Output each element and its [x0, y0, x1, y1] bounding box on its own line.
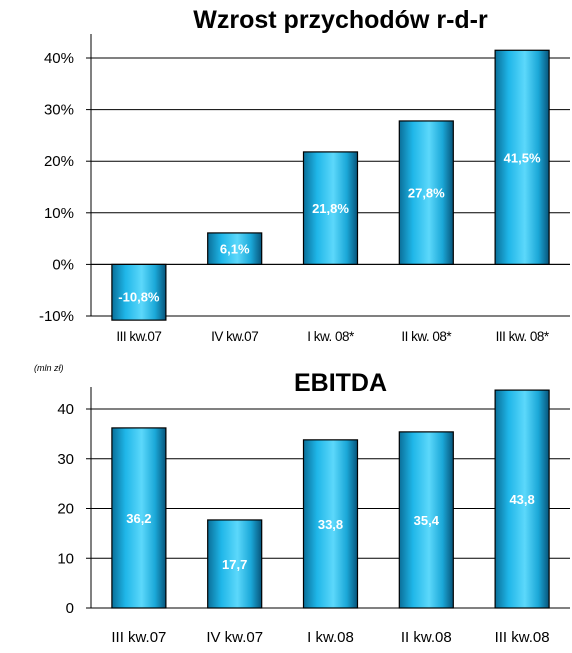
bar	[494, 49, 550, 265]
data-label: 27,8%	[408, 186, 445, 201]
y-tick-label: -10%	[39, 308, 74, 325]
bar	[398, 431, 454, 609]
data-label: 21,8%	[312, 201, 349, 216]
bar	[207, 519, 263, 609]
data-label: 36,2	[126, 511, 151, 526]
x-tick-label: III kw.07	[116, 329, 161, 344]
x-tick-label: II kw.08	[401, 629, 452, 646]
data-label: -10,8%	[118, 289, 160, 304]
x-tick-label: III kw. 08*	[496, 329, 550, 344]
y-tick-label: 20%	[44, 153, 74, 170]
data-label: 33,8	[318, 517, 343, 532]
x-tick-label: III kw.08	[495, 629, 550, 646]
chart-title: EBITDA	[294, 369, 387, 397]
x-tick-label: I kw. 08*	[307, 329, 355, 344]
y-tick-label: 30	[57, 451, 74, 468]
data-label: 6,1%	[220, 242, 250, 257]
data-label: 43,8	[509, 492, 534, 507]
y-tick-label: 30%	[44, 102, 74, 119]
y-tick-label: 10	[57, 550, 74, 567]
chart-title: Wzrost przychodów r-d-r	[193, 6, 488, 34]
bar	[302, 151, 359, 266]
y-tick-label: 10%	[44, 205, 74, 222]
bar	[302, 439, 359, 609]
x-tick-label: III kw.07	[111, 629, 166, 646]
y-tick-label: 0	[66, 600, 74, 617]
y-tick-label: 0%	[52, 256, 74, 273]
chart-1: Wzrost przychodów r-d-r -10% 0% 10% 20% 30% 40…	[39, 6, 570, 344]
data-label: 41,5%	[504, 150, 541, 165]
data-label: 17,7	[222, 557, 247, 572]
y-tick-label: 40%	[44, 50, 74, 67]
x-tick-label: IV kw.07	[206, 629, 263, 646]
data-label: 35,4	[414, 513, 440, 528]
unit-note: (mln zł)	[34, 363, 64, 373]
x-tick-label: IV kw.07	[211, 329, 258, 344]
y-tick-label: 40	[57, 401, 74, 418]
x-tick-label: II kw. 08*	[401, 329, 452, 344]
chart-2: EBITDA (mln zł) 0 10 20 30 40 36,2 III kw.07 17,7…	[34, 363, 570, 646]
x-tick-label: I kw.08	[307, 629, 354, 646]
bar	[111, 427, 167, 609]
y-tick-label: 20	[57, 501, 74, 518]
bar	[111, 263, 167, 321]
